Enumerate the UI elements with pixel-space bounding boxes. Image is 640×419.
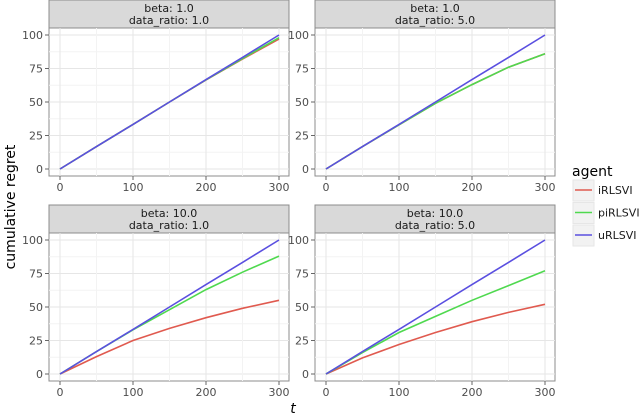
y-tick-label: 25 [29, 130, 43, 143]
x-tick-label: 300 [269, 181, 290, 194]
x-tick-label: 100 [123, 386, 144, 399]
y-tick-label: 0 [302, 368, 309, 381]
strip-label: data_ratio: 5.0 [395, 14, 475, 27]
series-line-piRLSVI [325, 270, 546, 375]
y-tick-label: 50 [295, 301, 309, 314]
x-tick-label: 300 [535, 181, 556, 194]
y-axis-label: cumulative regret [3, 144, 19, 269]
x-tick-label: 200 [196, 181, 217, 194]
y-tick-label: 100 [22, 234, 43, 247]
y-tick-label: 75 [295, 268, 309, 281]
x-axis-label: t [290, 401, 296, 415]
x-tick-label: 300 [535, 386, 556, 399]
x-tick-label: 200 [196, 386, 217, 399]
legend-label: piRLSVI [598, 207, 640, 220]
series-line-iRLSVI [325, 303, 546, 375]
facet-strip [314, 204, 556, 234]
y-tick-label: 25 [295, 335, 309, 348]
y-tick-label: 0 [36, 368, 43, 381]
x-tick-label: 100 [389, 386, 410, 399]
strip-label: beta: 1.0 [410, 2, 460, 15]
strip-label: beta: 10.0 [407, 207, 464, 220]
series-line-uRLSVI [325, 239, 546, 375]
y-tick-label: 25 [295, 130, 309, 143]
y-tick-label: 75 [29, 63, 43, 76]
x-tick-label: 0 [57, 386, 64, 399]
facet-strip [48, 0, 290, 29]
x-tick-label: 100 [389, 181, 410, 194]
facet-strip [48, 204, 290, 234]
x-tick-label: 100 [123, 181, 144, 194]
y-tick-label: 75 [29, 268, 43, 281]
y-tick-label: 50 [295, 96, 309, 109]
y-tick-label: 0 [302, 163, 309, 176]
y-tick-label: 50 [29, 301, 43, 314]
legend-title: agent [572, 164, 613, 180]
y-tick-label: 100 [22, 29, 43, 42]
x-tick-label: 0 [57, 181, 64, 194]
series-line-uRLSVI [59, 239, 280, 375]
x-tick-label: 200 [462, 386, 483, 399]
y-tick-label: 25 [29, 335, 43, 348]
x-tick-label: 0 [323, 386, 330, 399]
legend-label: iRLSVI [598, 184, 633, 197]
legend: agent iRLSVI piRLSVI uRLSVI [572, 164, 640, 247]
strip-label: data_ratio: 1.0 [129, 14, 209, 27]
strip-label: beta: 10.0 [141, 207, 198, 220]
y-tick-label: 100 [288, 234, 309, 247]
series-line-uRLSVI [325, 34, 546, 170]
y-tick-label: 0 [36, 163, 43, 176]
strip-label: data_ratio: 1.0 [129, 219, 209, 232]
legend-label: uRLSVI [598, 229, 637, 242]
strip-label: beta: 1.0 [144, 2, 194, 15]
strip-label: data_ratio: 5.0 [395, 219, 475, 232]
series-line-uRLSVI [59, 34, 280, 170]
y-tick-label: 75 [295, 63, 309, 76]
series-line-iRLSVI [59, 299, 280, 375]
y-tick-label: 100 [288, 29, 309, 42]
y-tick-label: 50 [29, 96, 43, 109]
x-tick-label: 200 [462, 181, 483, 194]
facet-strip [314, 0, 556, 29]
x-tick-label: 300 [269, 386, 290, 399]
x-tick-label: 0 [323, 181, 330, 194]
